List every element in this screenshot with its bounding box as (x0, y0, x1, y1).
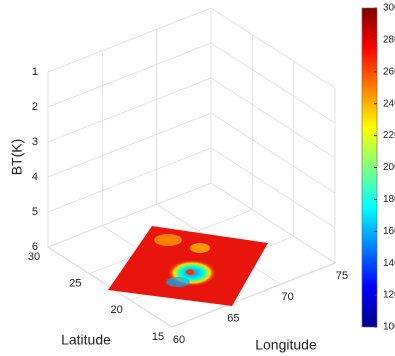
x-tick-label: 70 (282, 291, 294, 303)
colorbar-tick-label: 160 (383, 226, 395, 237)
surface-band (166, 277, 190, 287)
colorbar-tick-label: 260 (383, 66, 395, 77)
z-tick-label: 1 (32, 66, 38, 78)
z-tick-label: 2 (32, 101, 38, 113)
colorbar-tick-label: 120 (383, 290, 395, 301)
colorbar-tick-label: 140 (383, 258, 395, 269)
surface-cloud (154, 234, 182, 246)
grid-line (211, 113, 335, 193)
grid-line (211, 78, 335, 158)
y-tick-label: 15 (152, 331, 164, 343)
x-axis-label: Longitude (255, 337, 317, 353)
surface-cloud (190, 243, 210, 253)
x-tick-label: 60 (173, 334, 185, 346)
grid-line (48, 8, 211, 72)
y-tick-label: 20 (111, 304, 123, 316)
z-axis-label: BT(K) (9, 139, 25, 176)
grid-line (48, 113, 211, 177)
surface (108, 226, 268, 306)
colorbar-tick-label: 240 (383, 98, 395, 109)
colorbar-tick-label: 300 (383, 3, 395, 14)
chart: BT(K) Latitude Longitude 123456152025306… (0, 0, 395, 356)
y-axis-label: Latitude (61, 332, 111, 348)
grid-line (48, 78, 211, 142)
y-tick-label: 30 (28, 251, 40, 263)
z-tick-label: 3 (32, 136, 38, 148)
surface-center (186, 269, 194, 275)
x-tick-label: 65 (227, 313, 239, 325)
colorbar-tick-label: 280 (383, 35, 395, 46)
z-tick-label: 4 (32, 171, 38, 183)
z-tick-label: 5 (32, 206, 38, 218)
colorbar-tick-label: 220 (383, 130, 395, 141)
page: {"chart_data": {"type": "surface3d", "zl… (0, 0, 395, 356)
grid-line (48, 43, 211, 107)
colorbar-tick-label: 200 (383, 162, 395, 173)
x-tick-label: 75 (336, 270, 348, 282)
colorbar-tick-label: 100 (383, 322, 395, 333)
grid-line (211, 148, 335, 228)
colorbar-tick-label: 180 (383, 194, 395, 205)
grid-line (211, 8, 335, 88)
grid-line (211, 43, 335, 123)
grid-line (48, 148, 211, 212)
y-tick-label: 25 (69, 278, 81, 290)
